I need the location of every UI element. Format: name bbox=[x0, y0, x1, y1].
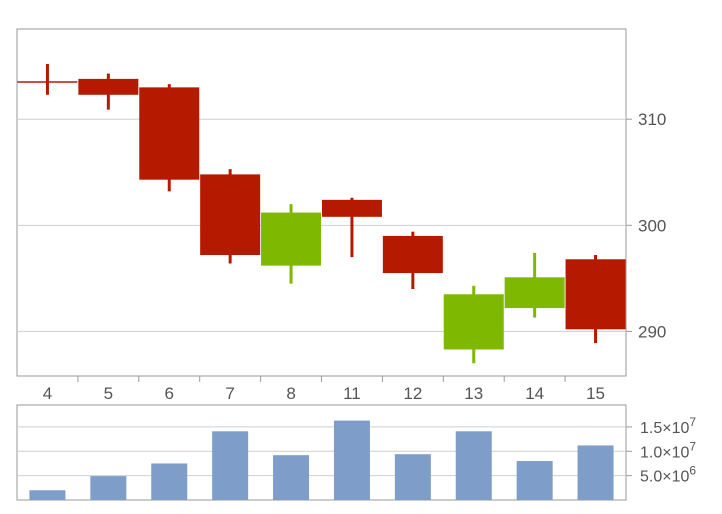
date-tick-label: 13 bbox=[464, 384, 483, 403]
date-tick-label: 14 bbox=[525, 384, 544, 403]
volume-bar bbox=[516, 461, 553, 500]
volume-bar bbox=[212, 431, 249, 500]
volume-bar bbox=[29, 490, 66, 500]
candle-body bbox=[78, 78, 139, 95]
date-tick-label: 15 bbox=[586, 384, 605, 403]
candle-body bbox=[443, 294, 504, 350]
candle-body bbox=[139, 87, 200, 180]
volume-y-tick-label: 5.0×106 bbox=[640, 464, 696, 486]
date-tick-label: 7 bbox=[225, 384, 234, 403]
volume-panel-frame bbox=[16, 404, 627, 501]
price-y-tick-label: 310 bbox=[638, 110, 666, 129]
volume-y-tick-label: 1.5×107 bbox=[640, 415, 696, 437]
volume-bar bbox=[455, 431, 492, 500]
date-tick-label: 12 bbox=[403, 384, 422, 403]
price-y-tick-label: 290 bbox=[638, 322, 666, 341]
candle-body bbox=[504, 277, 565, 309]
volume-bar bbox=[577, 445, 614, 500]
volume-bar bbox=[273, 455, 310, 500]
price-y-tick-label: 300 bbox=[638, 216, 666, 235]
date-tick-label: 6 bbox=[165, 384, 174, 403]
volume-bar bbox=[90, 476, 127, 500]
date-tick-label: 11 bbox=[343, 384, 361, 403]
candle-body bbox=[565, 259, 626, 330]
volume-bar bbox=[394, 454, 431, 500]
volume-y-tick-label: 1.0×107 bbox=[640, 439, 696, 461]
date-tick-label: 8 bbox=[286, 384, 295, 403]
candle-body bbox=[382, 235, 443, 274]
date-tick-label: 4 bbox=[43, 384, 52, 403]
volume-bar bbox=[151, 463, 188, 500]
candle-body bbox=[321, 199, 382, 217]
candle-body bbox=[200, 174, 261, 256]
candle-body bbox=[261, 212, 322, 266]
volume-bar bbox=[333, 420, 370, 500]
date-tick-label: 5 bbox=[104, 384, 113, 403]
